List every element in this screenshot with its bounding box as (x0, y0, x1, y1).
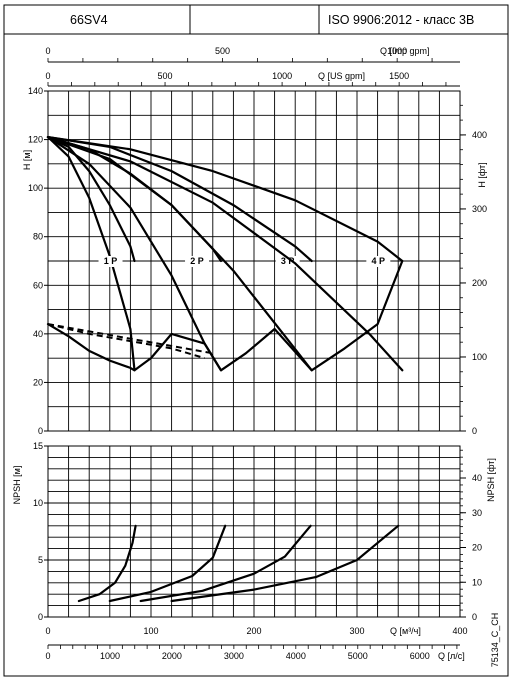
h-series-label-bg (275, 256, 300, 267)
h-frame (47, 90, 461, 432)
bottom-tick-label: 3000 (224, 651, 244, 661)
n-right-tick-label: 40 (472, 473, 482, 483)
h-series-label-bg (98, 256, 123, 267)
n-curve-3p (139, 524, 312, 603)
top-tick-label: 1000 (387, 46, 407, 56)
bottom-tick-label: 6000 (410, 651, 430, 661)
top-tick-label: 0 (45, 71, 50, 81)
n-frame (47, 445, 461, 618)
h-tick-label: 20 (33, 377, 43, 387)
h-tick-label: 100 (28, 183, 43, 193)
h-efficiency-line (46, 259, 404, 372)
n-right-tick-label: 10 (472, 577, 482, 587)
n-curve-4p (170, 524, 400, 603)
h-ylabel: H [м] (22, 150, 32, 170)
h-series-label-bg (185, 256, 210, 267)
n-x-tick-label: 0 (45, 626, 50, 636)
header: 66SV4 ISO 9906:2012 - класс 3B (3, 4, 509, 35)
h-tick-label: 120 (28, 135, 43, 145)
h-right-tick-label: 200 (472, 278, 487, 288)
h-dashed-line (47, 323, 205, 360)
h-right-tick-label: 0 (472, 426, 477, 436)
bottom-axes: 0 1000 2000 3000 4000 5000 6000 Q [л/с] (45, 644, 465, 661)
h-curve-lower-4p (46, 136, 404, 372)
h-right-tick-label: 400 (472, 130, 487, 140)
n-tick-label: 0 (38, 612, 43, 622)
h-series-label: 2 P (190, 256, 204, 266)
bottom-tick-label: 1000 (100, 651, 120, 661)
bottom-tick-label: 5000 (348, 651, 368, 661)
n-tick-label: 10 (33, 498, 43, 508)
outer-frame (3, 33, 509, 677)
h-series-label: 1 P (104, 256, 118, 266)
top-tick-label: 500 (158, 71, 173, 81)
h-right-tick-label: 300 (472, 204, 487, 214)
n-tick-label: 15 (33, 441, 43, 451)
top-axis-label: Q [Imp gpm] (380, 46, 430, 56)
bottom-tick-label: 0 (45, 651, 50, 661)
n-x-tick-label: 400 (452, 626, 467, 636)
bottom-tick-label: 4000 (286, 651, 306, 661)
n-x-tick-label: 200 (246, 626, 261, 636)
n-right-tick-label: 30 (472, 508, 482, 518)
h-tick-label: 0 (38, 426, 43, 436)
top-tick-label: 1000 (272, 71, 292, 81)
npsh-chart: 0 5 10 15 0 10 20 30 40 NPSH [м] NPSH [фт] 0 100 200 3… (12, 441, 496, 636)
h-right-tick-label: 100 (472, 352, 487, 362)
n-right-tick-label: 20 (472, 543, 482, 553)
header-model: 66SV4 (70, 13, 108, 27)
h-tick-label: 80 (33, 232, 43, 242)
header-standard: ISO 9906:2012 - класс 3B (328, 13, 474, 27)
h-curve-lower-3p (46, 136, 313, 372)
h-curve-4p (46, 136, 404, 263)
h-curve-1p (46, 136, 136, 263)
n-right-tick-label: 0 (472, 612, 477, 622)
h-curve-lower-1p (46, 136, 136, 372)
bottom-tick-label: 2000 (162, 651, 182, 661)
h-tick-label: 60 (33, 280, 43, 290)
h-ylabel-right: H [фт] (477, 162, 487, 187)
n-xlabel: Q [м³/ч] (390, 626, 421, 636)
top-tick-label: 0 (45, 46, 50, 56)
top-tick-label: 500 (215, 46, 230, 56)
n-x-tick-label: 300 (349, 626, 364, 636)
head-chart: 0 20 40 60 80 100 120 140 0 100 200 300 400 H [м] H [ф… (22, 86, 487, 436)
side-code: 75134_C_CH (490, 613, 500, 668)
n-ylabel: NPSH [м] (12, 466, 22, 505)
h-series-label-bg (366, 256, 391, 267)
h-series-label: 3 P (281, 256, 295, 266)
n-ylabel-right: NPSH [фт] (486, 458, 496, 502)
top-tick-label: 1500 (389, 71, 409, 81)
h-dashed-line (47, 323, 213, 355)
h-curve-lower-2p (46, 136, 223, 372)
n-curve-2p (108, 524, 227, 603)
n-tick-label: 5 (38, 555, 43, 565)
h-tick-label: 140 (28, 86, 43, 96)
n-curve-1p (77, 524, 137, 603)
h-curve-3p (46, 136, 313, 263)
n-x-tick-label: 100 (143, 626, 158, 636)
h-series-label: 4 P (372, 256, 386, 266)
top-axis-label: Q [US gpm] (318, 71, 365, 81)
h-tick-label: 40 (33, 329, 43, 339)
bottom-axis-label: Q [л/с] (438, 651, 465, 661)
